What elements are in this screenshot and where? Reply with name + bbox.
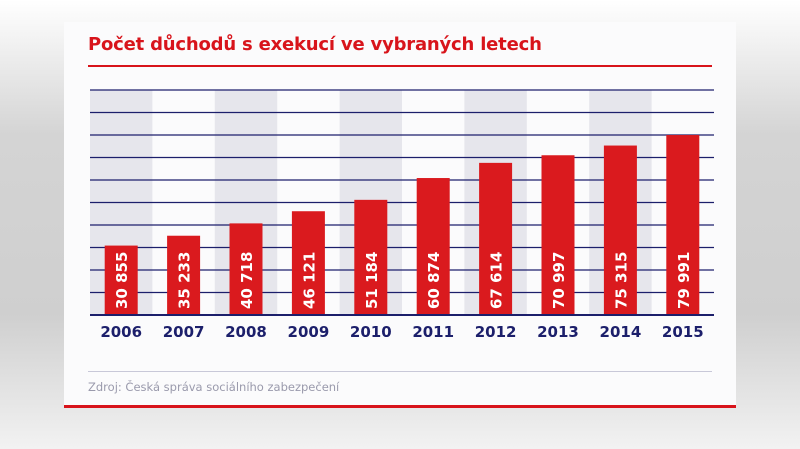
bar-2010: [354, 199, 388, 314]
bar-2014: [603, 145, 637, 314]
x-tick-label: 2014: [600, 323, 642, 341]
bar-2011: [416, 178, 450, 314]
chart-card: Počet důchodů s exekucí ve vybraných let…: [64, 22, 736, 408]
bar-2007: [167, 235, 201, 314]
bar-2009: [291, 211, 325, 314]
data-label: 79 991: [675, 252, 693, 309]
x-tick-label: 2007: [163, 323, 205, 341]
source-divider: [88, 371, 712, 372]
x-tick-label: 2006: [100, 323, 142, 341]
x-tick-label: 2011: [412, 323, 454, 341]
x-tick-label: 2013: [537, 323, 579, 341]
bar-2008: [229, 223, 263, 314]
source-note: Zdroj: Česká správa sociálního zabezpeče…: [88, 380, 340, 394]
x-tick-label: 2010: [350, 323, 392, 341]
title-divider: [88, 65, 712, 67]
x-tick-label: 2015: [662, 323, 704, 341]
data-label: 40 718: [238, 252, 256, 309]
chart-title: Počet důchodů s exekucí ve vybraných let…: [88, 34, 542, 55]
bar-2015: [666, 135, 700, 314]
data-label: 30 855: [113, 252, 131, 309]
data-label: 46 121: [300, 252, 318, 309]
bar-2012: [479, 162, 513, 314]
data-label: 70 997: [550, 252, 568, 309]
data-label: 67 614: [488, 252, 506, 309]
bar-2013: [541, 155, 575, 314]
data-label: 75 315: [612, 252, 630, 309]
x-tick-label: 2008: [225, 323, 267, 341]
data-label: 35 233: [176, 252, 194, 309]
bar-chart: 30 855 2006 35 233 2007 40 718 2008 46 121 2009…: [90, 89, 714, 341]
data-label: 60 874: [425, 252, 443, 309]
x-tick-label: 2012: [475, 323, 517, 341]
data-label: 51 184: [363, 252, 381, 309]
x-tick-label: 2009: [288, 323, 330, 341]
bottom-rule: [64, 405, 736, 408]
bar-2006: [104, 245, 138, 314]
